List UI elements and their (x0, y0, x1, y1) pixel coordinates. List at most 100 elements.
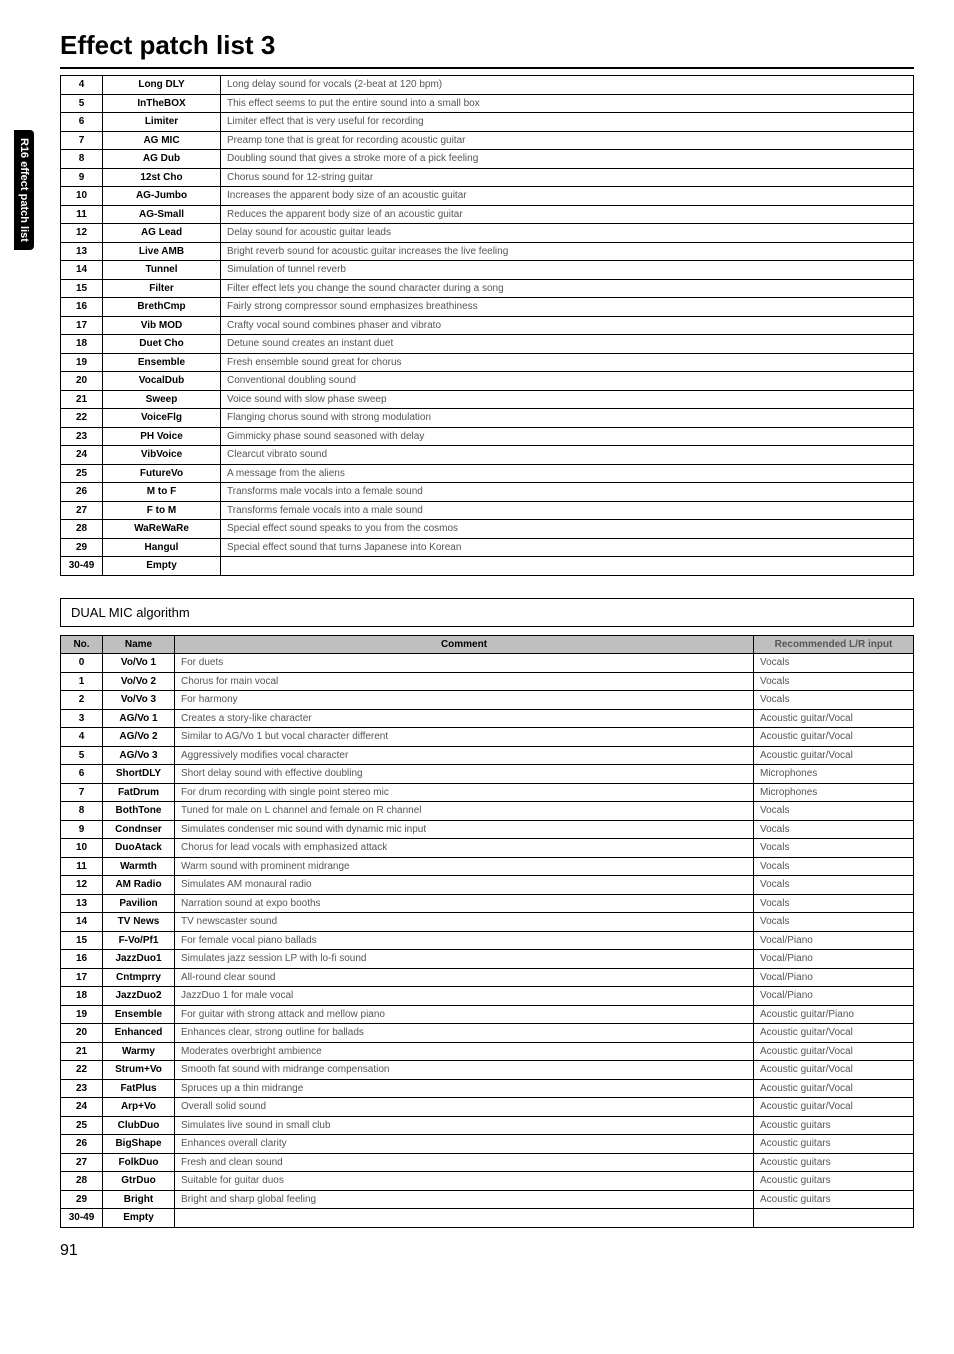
cell-no: 16 (61, 298, 103, 317)
cell-rec: Vocals (754, 913, 914, 932)
cell-no: 5 (61, 746, 103, 765)
cell-no: 30-49 (61, 557, 103, 576)
cell-comment: Simulates jazz session LP with lo-fi sou… (175, 950, 754, 969)
cell-name: AG MIC (103, 131, 221, 150)
cell-rec: Microphones (754, 765, 914, 784)
cell-no: 27 (61, 1153, 103, 1172)
cell-no: 24 (61, 446, 103, 465)
cell-rec: Microphones (754, 783, 914, 802)
page-number: 91 (60, 1242, 914, 1260)
cell-rec: Acoustic guitar/Piano (754, 1005, 914, 1024)
cell-comment: Doubling sound that gives a stroke more … (221, 150, 914, 169)
cell-name: AG/Vo 2 (103, 728, 175, 747)
cell-name: PH Voice (103, 427, 221, 446)
cell-name: Enhanced (103, 1024, 175, 1043)
cell-comment: Spruces up a thin midrange (175, 1079, 754, 1098)
cell-rec: Vocals (754, 894, 914, 913)
cell-name: Tunnel (103, 261, 221, 280)
cell-no: 29 (61, 538, 103, 557)
cell-no: 25 (61, 464, 103, 483)
cell-no: 0 (61, 654, 103, 673)
cell-no: 28 (61, 1172, 103, 1191)
cell-name: Arp+Vo (103, 1098, 175, 1117)
table-row: 4AG/Vo 2Similar to AG/Vo 1 but vocal cha… (61, 728, 914, 747)
cell-comment: Voice sound with slow phase sweep (221, 390, 914, 409)
cell-rec: Acoustic guitar/Vocal (754, 746, 914, 765)
table-row: 9CondnserSimulates condenser mic sound w… (61, 820, 914, 839)
cell-no: 11 (61, 205, 103, 224)
cell-rec: Acoustic guitar/Vocal (754, 1061, 914, 1080)
cell-rec: Vocal/Piano (754, 931, 914, 950)
cell-rec: Vocals (754, 876, 914, 895)
cell-no: 4 (61, 76, 103, 95)
cell-no: 15 (61, 931, 103, 950)
table-header-row: No. Name Comment Recommended L/R input (61, 635, 914, 654)
table-row: 13PavilionNarration sound at expo booths… (61, 894, 914, 913)
table-row: 16JazzDuo1Simulates jazz session LP with… (61, 950, 914, 969)
cell-comment: Special effect sound speaks to you from … (221, 520, 914, 539)
cell-name: Filter (103, 279, 221, 298)
cell-comment: Suitable for guitar duos (175, 1172, 754, 1191)
cell-no: 22 (61, 1061, 103, 1080)
cell-comment: Moderates overbright ambience (175, 1042, 754, 1061)
table-row: 6ShortDLYShort delay sound with effectiv… (61, 765, 914, 784)
table-row: 10AG-JumboIncreases the apparent body si… (61, 187, 914, 206)
effect-table-2: No. Name Comment Recommended L/R input 0… (60, 635, 914, 1228)
cell-name: Empty (103, 557, 221, 576)
table-row: 22VoiceFlgFlanging chorus sound with str… (61, 409, 914, 428)
cell-rec: Vocal/Piano (754, 987, 914, 1006)
cell-no: 7 (61, 783, 103, 802)
table-row: 30-49Empty (61, 1209, 914, 1228)
table-row: 23PH VoiceGimmicky phase sound seasoned … (61, 427, 914, 446)
table-row: 12AM RadioSimulates AM monaural radioVoc… (61, 876, 914, 895)
cell-comment: Simulates condenser mic sound with dynam… (175, 820, 754, 839)
table-row: 6LimiterLimiter effect that is very usef… (61, 113, 914, 132)
cell-name: WaReWaRe (103, 520, 221, 539)
cell-no: 20 (61, 372, 103, 391)
cell-name: JazzDuo1 (103, 950, 175, 969)
table-row: 8AG DubDoubling sound that gives a strok… (61, 150, 914, 169)
cell-name: Long DLY (103, 76, 221, 95)
cell-comment: Short delay sound with effective doublin… (175, 765, 754, 784)
effect-table-1: 4Long DLYLong delay sound for vocals (2-… (60, 75, 914, 576)
table-row: 20EnhancedEnhances clear, strong outline… (61, 1024, 914, 1043)
table-row: 29HangulSpecial effect sound that turns … (61, 538, 914, 557)
cell-rec (754, 1209, 914, 1228)
cell-comment: Warm sound with prominent midrange (175, 857, 754, 876)
cell-comment: For female vocal piano ballads (175, 931, 754, 950)
cell-comment: Tuned for male on L channel and female o… (175, 802, 754, 821)
cell-no: 21 (61, 1042, 103, 1061)
cell-comment (175, 1209, 754, 1228)
cell-name: AG-Small (103, 205, 221, 224)
cell-no: 26 (61, 1135, 103, 1154)
cell-rec: Acoustic guitars (754, 1190, 914, 1209)
table-row: 14TunnelSimulation of tunnel reverb (61, 261, 914, 280)
table-row: 12AG LeadDelay sound for acoustic guitar… (61, 224, 914, 243)
cell-comment (221, 557, 914, 576)
cell-comment: Crafty vocal sound combines phaser and v… (221, 316, 914, 335)
cell-rec: Acoustic guitar/Vocal (754, 1079, 914, 1098)
cell-rec: Acoustic guitars (754, 1172, 914, 1191)
cell-no: 6 (61, 113, 103, 132)
table-row: 30-49Empty (61, 557, 914, 576)
cell-no: 8 (61, 802, 103, 821)
cell-comment: Bright and sharp global feeling (175, 1190, 754, 1209)
algorithm-heading: DUAL MIC algorithm (60, 598, 914, 627)
cell-no: 8 (61, 150, 103, 169)
cell-rec: Acoustic guitars (754, 1116, 914, 1135)
cell-name: ClubDuo (103, 1116, 175, 1135)
cell-name: FolkDuo (103, 1153, 175, 1172)
cell-no: 12 (61, 876, 103, 895)
table-row: 8BothToneTuned for male on L channel and… (61, 802, 914, 821)
table-row: 11AG-SmallReduces the apparent body size… (61, 205, 914, 224)
table-row: 25FutureVoA message from the aliens (61, 464, 914, 483)
cell-no: 9 (61, 820, 103, 839)
cell-no: 14 (61, 913, 103, 932)
table-row: 3AG/Vo 1Creates a story-like characterAc… (61, 709, 914, 728)
table-row: 5AG/Vo 3Aggressively modifies vocal char… (61, 746, 914, 765)
cell-no: 6 (61, 765, 103, 784)
cell-comment: This effect seems to put the entire soun… (221, 94, 914, 113)
table-row: 24Arp+VoOverall solid soundAcoustic guit… (61, 1098, 914, 1117)
cell-no: 10 (61, 839, 103, 858)
cell-no: 10 (61, 187, 103, 206)
